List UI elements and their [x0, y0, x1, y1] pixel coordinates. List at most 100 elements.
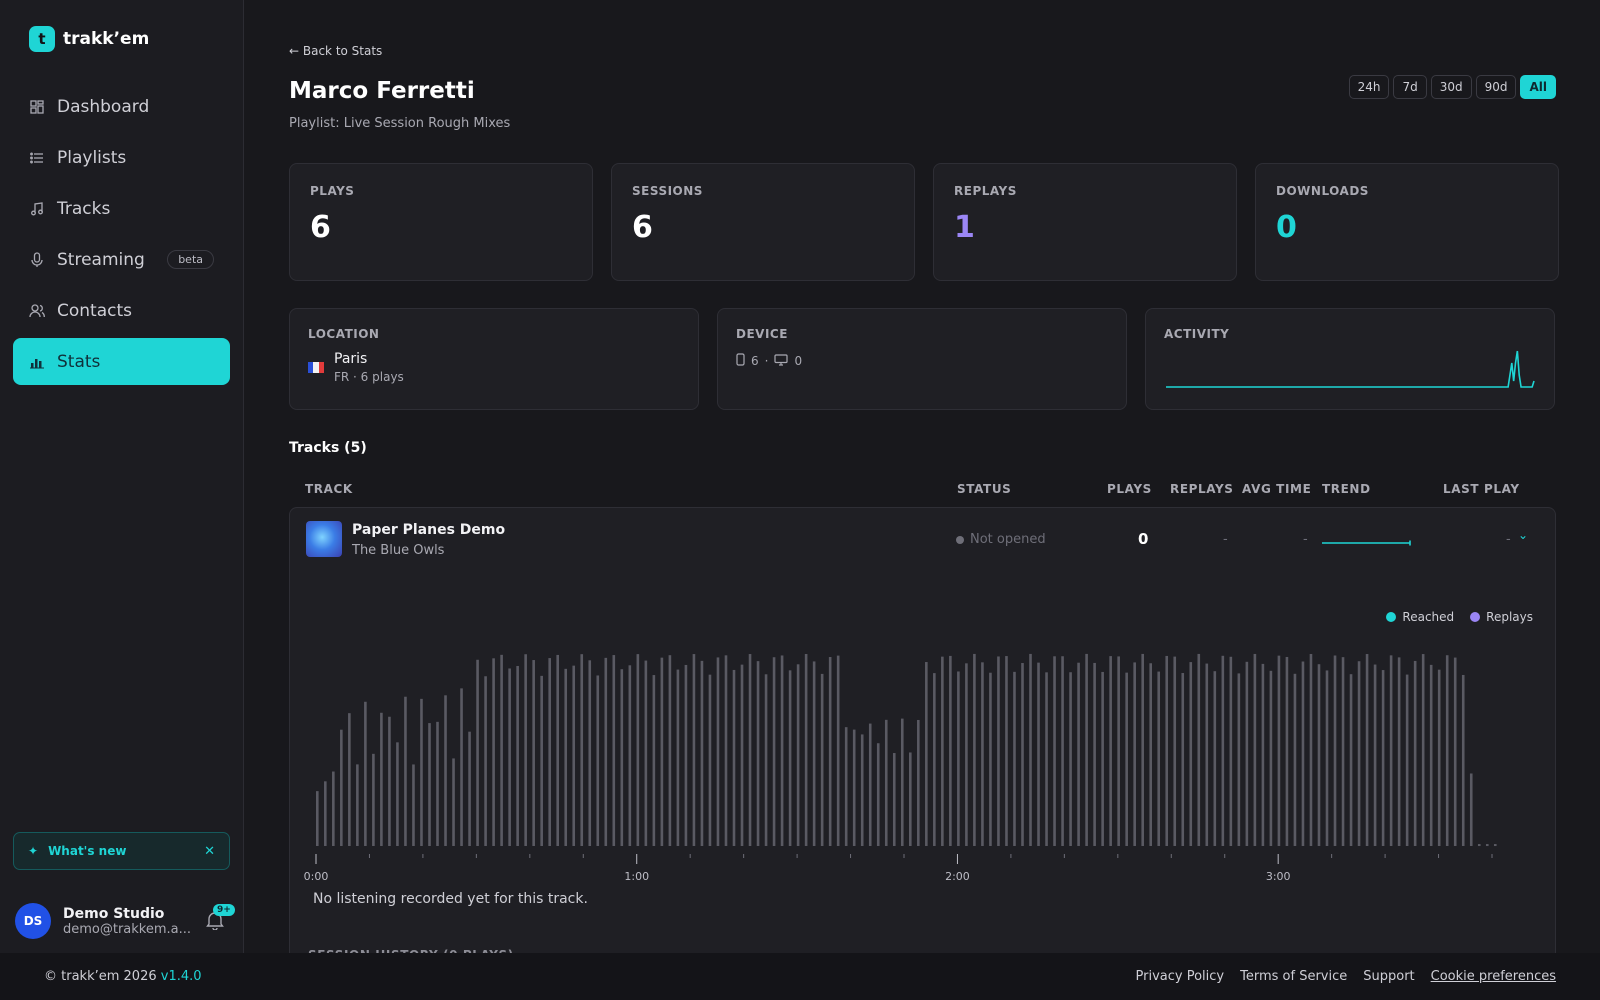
waveform-bar [1213, 671, 1217, 846]
desktop-icon [774, 353, 789, 369]
location-card: LOCATION Paris FR · 6 plays [289, 308, 699, 410]
waveform-bar [925, 662, 928, 846]
range-90d[interactable]: 90d [1475, 75, 1517, 99]
sidebar-item-streaming[interactable]: Streaming beta [13, 236, 230, 283]
waveform-bar [412, 764, 415, 846]
stat-card-downloads: DOWNLOADS 0 [1255, 163, 1559, 281]
waveform-bar [788, 670, 792, 846]
waveform-bar [812, 661, 816, 846]
waveform-bar [1309, 653, 1313, 846]
time-label: 0:00 [304, 870, 329, 883]
waveform-bar [772, 657, 776, 846]
waveform-bar [524, 654, 527, 846]
waveform-bar [1205, 663, 1209, 846]
user-email: demo@trakkem.a... [63, 921, 192, 937]
waveform-bar [356, 764, 359, 846]
stat-value: 1 [954, 210, 975, 245]
track-status: Not opened [956, 532, 1046, 547]
waveform-bar [580, 654, 584, 846]
waveform-bar [1077, 662, 1080, 846]
sidebar-item-stats[interactable]: Stats [13, 338, 230, 385]
waveform-bar [340, 729, 343, 846]
listening-waveform[interactable]: 0:00 1:00 2:00 3:00 [302, 618, 1532, 888]
time-label: 1:00 [624, 870, 649, 883]
stat-value: 0 [1276, 210, 1297, 245]
column-replays[interactable]: REPLAYS [1170, 482, 1234, 496]
range-30d[interactable]: 30d [1430, 75, 1472, 99]
legend-reached: Reached [1386, 610, 1454, 624]
time-label: 2:00 [945, 870, 970, 883]
waveform-bar [740, 664, 744, 846]
stat-card-replays: REPLAYS 1 [933, 163, 1237, 281]
device-card: DEVICE 6 · 0 [717, 308, 1127, 410]
location-label: LOCATION [308, 327, 380, 341]
waveform-bar [933, 673, 936, 846]
app-name: trakk’em [63, 29, 150, 49]
empty-message: No listening recorded yet for this track… [313, 891, 588, 907]
stat-label: SESSIONS [632, 184, 703, 198]
waveform-bar [820, 673, 824, 846]
user-profile[interactable]: DS Demo Studio demo@trakkem.a... [15, 903, 191, 939]
waveform-bar [636, 654, 640, 846]
legend-label: Reached [1402, 610, 1455, 624]
stat-label: REPLAYS [954, 184, 1017, 198]
waveform-bar [949, 655, 952, 846]
sidebar-item-dashboard[interactable]: Dashboard [13, 83, 230, 130]
waveform-bar [941, 656, 944, 846]
version-label[interactable]: v1.4.0 [160, 969, 202, 984]
sidebar-item-playlists[interactable]: Playlists [13, 134, 230, 181]
cookie-preferences-link[interactable]: Cookie preferences [1430, 969, 1556, 984]
waveform-bar [644, 660, 648, 846]
sidebar-item-tracks[interactable]: Tracks [13, 185, 230, 232]
waveform-bar [492, 658, 495, 846]
support-link[interactable]: Support [1363, 969, 1415, 984]
time-label: 3:00 [1266, 870, 1291, 883]
waveform-bar [989, 672, 992, 846]
waveform-bar [428, 723, 431, 846]
waveform-bar [484, 676, 487, 846]
waveform-bar [1397, 657, 1401, 846]
waveform-bar [1189, 662, 1193, 846]
whats-new-banner[interactable]: ✦ What's new ✕ [13, 832, 230, 870]
column-avg-time[interactable]: AVG TIME [1242, 482, 1312, 496]
column-status[interactable]: STATUS [957, 482, 1012, 496]
range-7d[interactable]: 7d [1393, 75, 1427, 99]
close-icon[interactable]: ✕ [204, 843, 215, 859]
waveform-bar [700, 660, 704, 846]
chevron-down-icon[interactable]: ⌄ [1518, 528, 1529, 542]
privacy-link[interactable]: Privacy Policy [1135, 969, 1225, 984]
waveform-bar [1085, 653, 1088, 846]
waveform-bar [836, 655, 840, 846]
table-row[interactable]: Paper Planes Demo The Blue Owls Not open… [290, 508, 1555, 572]
waveform-bar [1365, 654, 1369, 846]
back-link[interactable]: ← Back to Stats [289, 44, 383, 58]
waveform-bar [620, 669, 624, 846]
waveform-bar [652, 675, 656, 846]
stat-value: 6 [310, 210, 331, 245]
page-subtitle: Playlist: Live Session Rough Mixes [289, 116, 511, 131]
waveform-bar [500, 654, 503, 846]
range-24h[interactable]: 24h [1348, 75, 1390, 99]
terms-link[interactable]: Terms of Service [1240, 969, 1348, 984]
waveform-bar [957, 671, 960, 846]
waveform-bar [1101, 671, 1104, 846]
legend-label: Replays [1486, 610, 1533, 624]
waveform-bar [756, 661, 760, 846]
waveform-bar [444, 695, 447, 846]
waveform-bar [1445, 655, 1449, 846]
waveform-bar [1013, 671, 1016, 846]
column-plays[interactable]: PLAYS [1107, 482, 1152, 496]
range-all[interactable]: All [1520, 75, 1556, 99]
column-last-play[interactable]: LAST PLAY [1443, 482, 1520, 496]
waveform-bar [981, 662, 984, 846]
page-title: Marco Ferretti [289, 78, 475, 104]
waveform-bar [1125, 672, 1128, 846]
waveform-bar [1405, 674, 1409, 846]
footer-links: Privacy Policy Terms of Service Support … [1136, 969, 1556, 984]
sidebar-item-contacts[interactable]: Contacts [13, 287, 230, 334]
waveform-legend: Reached Replays [1386, 610, 1533, 624]
notification-badge: 9+ [213, 904, 235, 916]
app-logo[interactable]: t trakk’em [29, 26, 149, 52]
column-track[interactable]: TRACK [305, 482, 353, 496]
sidebar: t trakk’em Dashboard Playlists Tracks [0, 0, 244, 953]
